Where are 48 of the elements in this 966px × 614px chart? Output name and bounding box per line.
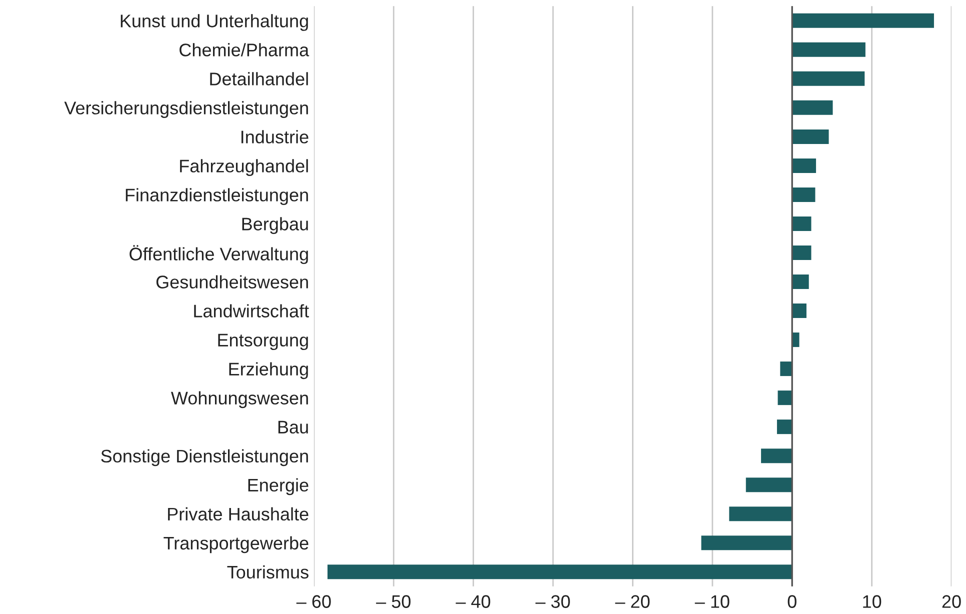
bar	[761, 448, 792, 464]
x-tick-label: 0	[788, 595, 796, 608]
y-tick-label: Tourismus	[227, 565, 308, 579]
y-tick-label: Industrie	[242, 130, 308, 144]
y-tick-label: Gesundheitswesen	[156, 275, 308, 288]
y-tick-label: Energie	[248, 478, 308, 496]
bar	[746, 478, 792, 492]
x-tick-label: – 20	[615, 595, 650, 608]
y-tick-label: Fahrzeughandel	[180, 159, 308, 176]
x-tick-label: – 10	[694, 595, 730, 608]
x-tick-label: – 30	[535, 595, 570, 608]
y-tick-label: Erziehung	[229, 362, 308, 380]
y-tick-label: Private Haushalte	[168, 507, 308, 521]
y-tick-label: Bau	[278, 420, 308, 434]
y-tick-label: Kunst und Unterhaltung	[120, 14, 308, 31]
bar	[780, 362, 792, 376]
y-tick-label: Sonstige Dienstleistungen	[101, 449, 308, 466]
y-tick-label: Chemie/Pharma	[180, 43, 310, 56]
y-tick-label: Wohnungswesen	[170, 391, 308, 408]
y-tick-label: Öffentliche Verwaltung	[130, 245, 308, 264]
bar	[792, 187, 816, 202]
bar	[792, 42, 866, 57]
y-tick-label: Bergbau	[242, 217, 308, 234]
bar	[792, 245, 812, 260]
bar	[328, 564, 792, 580]
y-tick-label: Finanzdienstleistungen	[126, 188, 308, 206]
x-tick-label: – 60	[296, 595, 331, 608]
y-tick-label: Versicherungsdienstleistungen	[64, 101, 308, 118]
bar	[792, 129, 829, 144]
bar	[701, 536, 792, 550]
x-tick-label: – 40	[456, 595, 490, 608]
bar	[776, 420, 792, 434]
bar	[792, 71, 865, 86]
y-tick-label: Entsorgung	[218, 334, 308, 350]
bar	[792, 274, 809, 289]
bar	[792, 304, 806, 318]
x-tick-label: – 50	[376, 595, 411, 608]
bar	[792, 100, 833, 115]
y-tick-label: Detailhandel	[210, 72, 308, 86]
bar	[792, 158, 816, 173]
y-tick-label: Transportgewerbe	[164, 536, 308, 554]
x-tick-label: 10	[863, 595, 882, 608]
bar	[792, 13, 934, 28]
bar	[729, 506, 792, 522]
y-tick-label: Landwirtschaft	[194, 304, 309, 318]
bar	[778, 390, 792, 406]
x-tick-label: 20	[942, 595, 961, 608]
bar	[792, 216, 812, 231]
